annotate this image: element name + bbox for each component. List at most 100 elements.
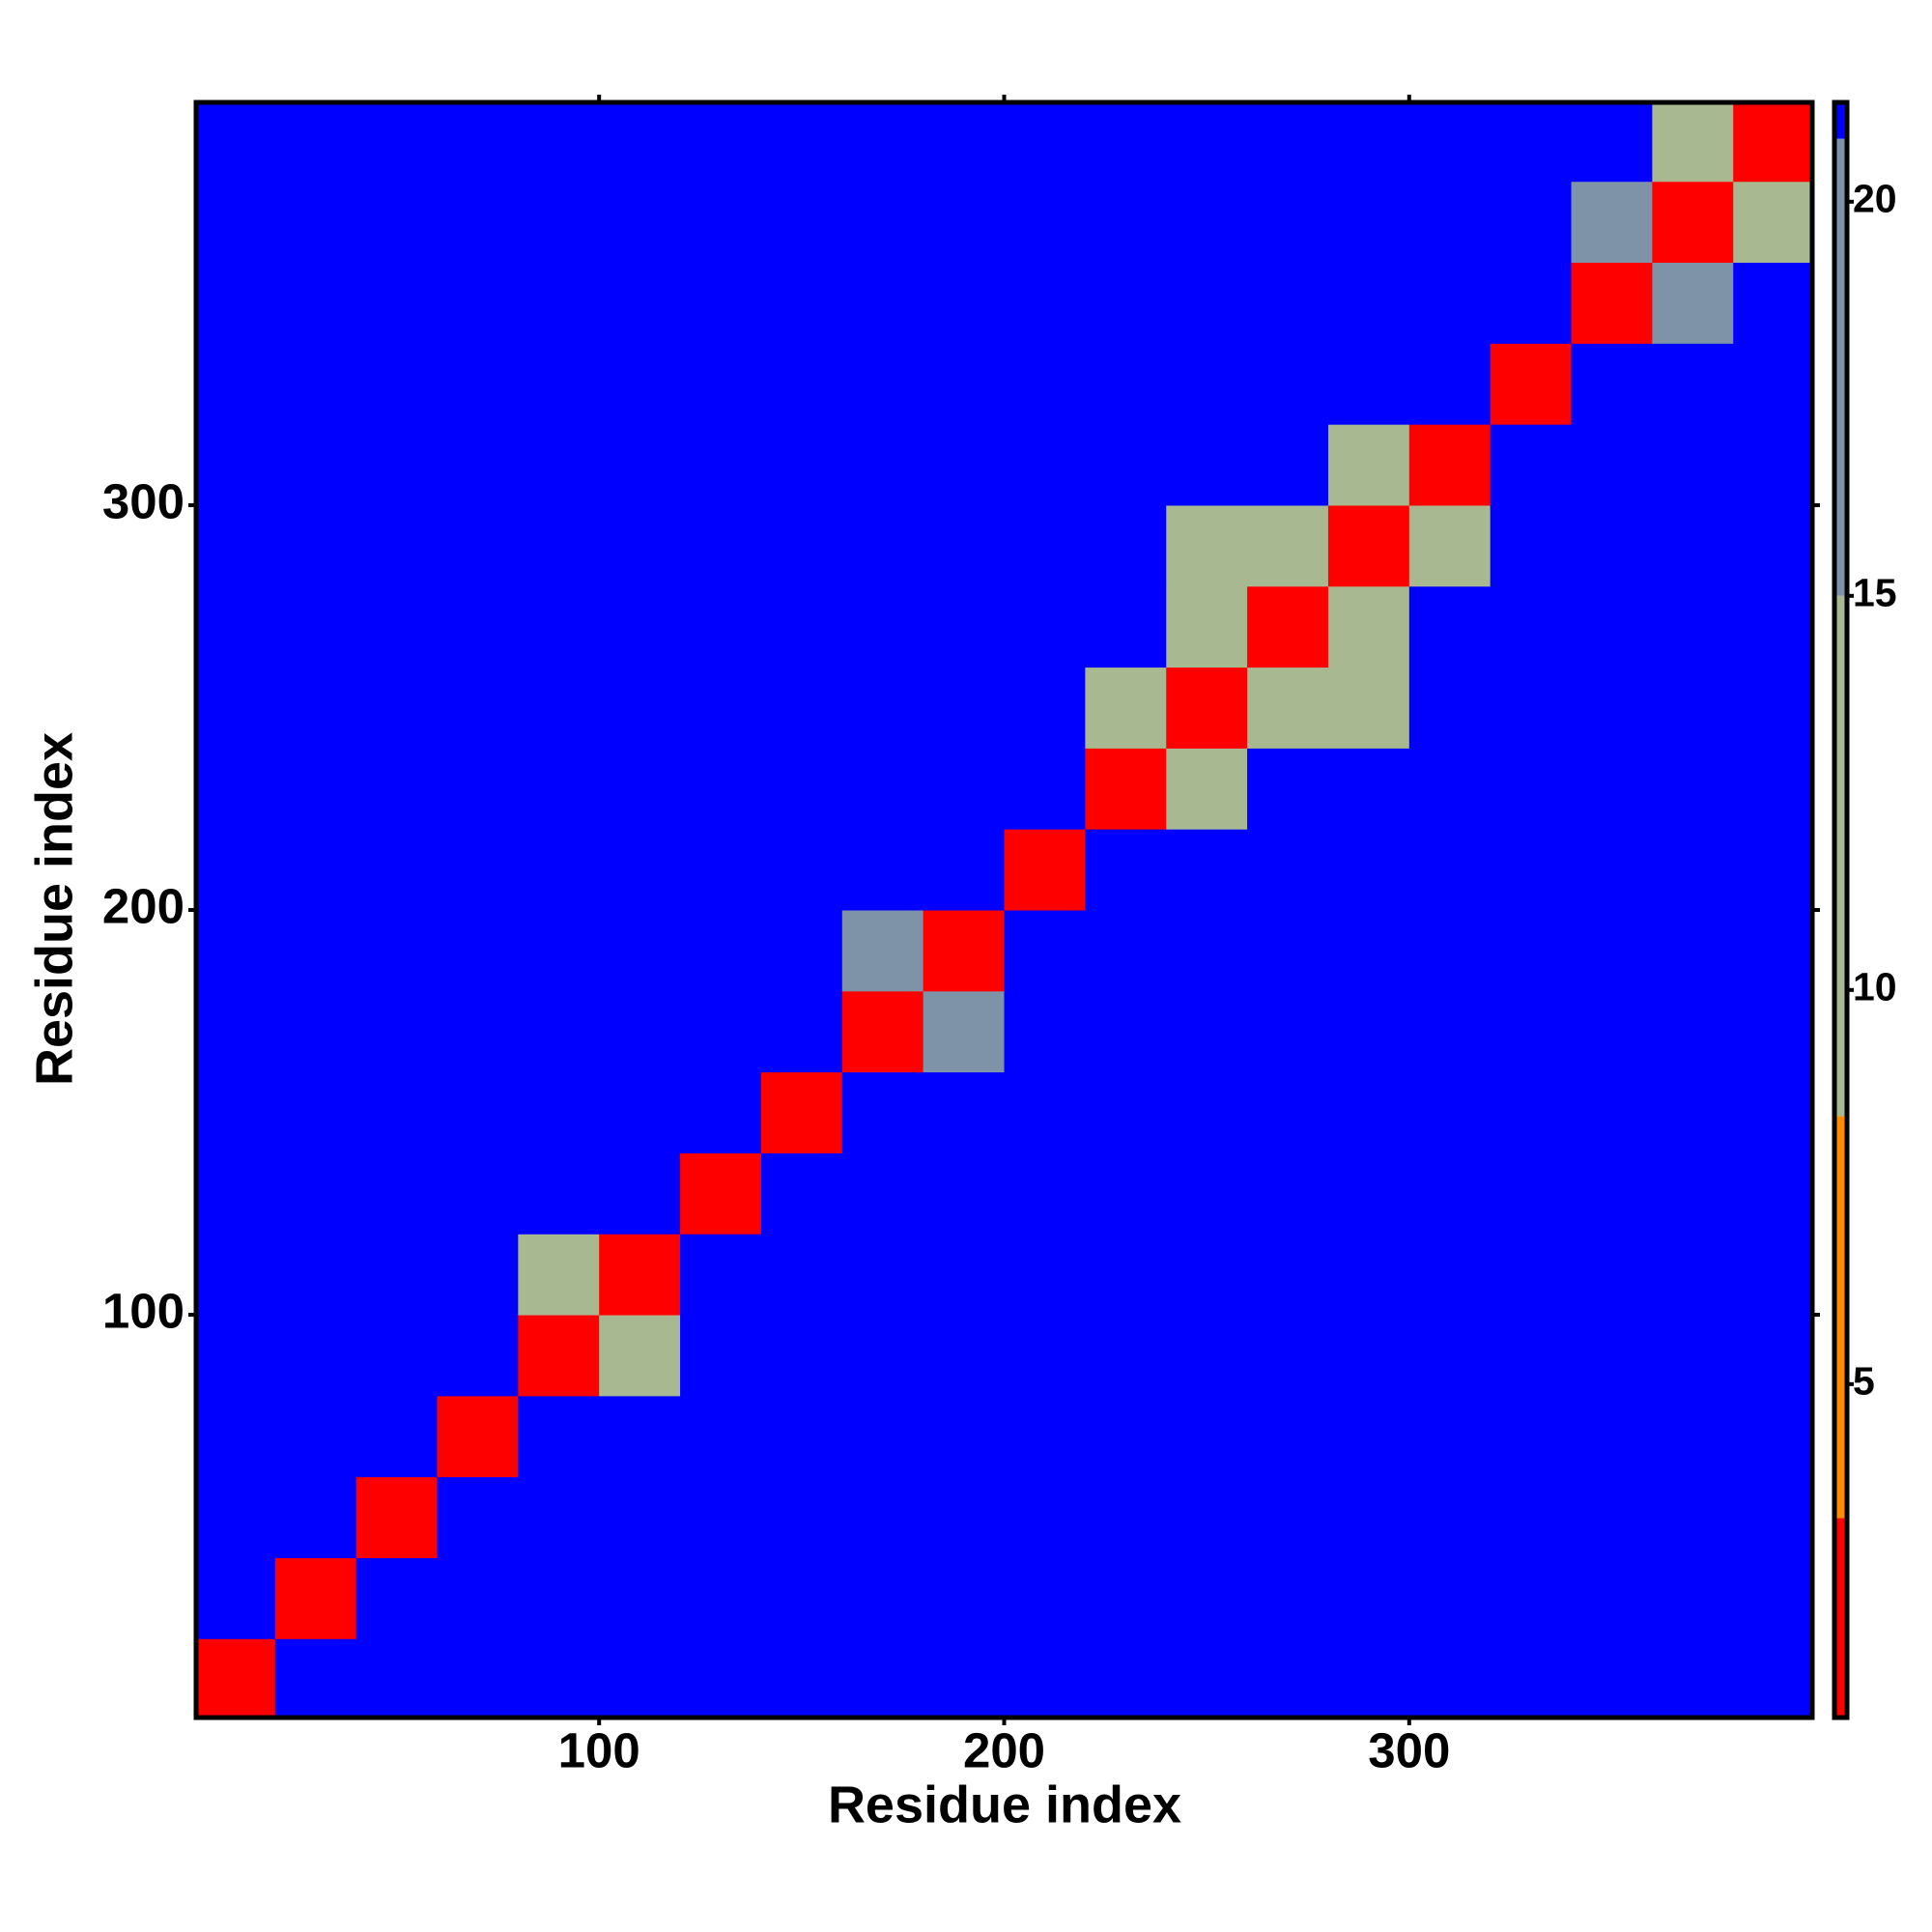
cell bbox=[923, 585, 1005, 668]
cell bbox=[1652, 585, 1734, 668]
cell bbox=[923, 1395, 1005, 1478]
cell bbox=[1247, 1476, 1329, 1558]
cell bbox=[1247, 1071, 1329, 1153]
cell bbox=[923, 1152, 1005, 1235]
cell bbox=[1085, 585, 1167, 668]
cell bbox=[1490, 102, 1573, 183]
cell bbox=[1166, 1395, 1248, 1478]
cell bbox=[1408, 1071, 1492, 1153]
cell bbox=[841, 667, 924, 749]
cell bbox=[196, 829, 276, 911]
y-tick-label: 300 bbox=[102, 473, 185, 528]
cell bbox=[923, 102, 1005, 183]
cell bbox=[196, 910, 276, 992]
cell bbox=[1085, 1234, 1167, 1316]
cell bbox=[841, 585, 924, 668]
cell bbox=[1490, 1071, 1573, 1153]
cell bbox=[1004, 262, 1086, 344]
cell bbox=[518, 1638, 600, 1718]
cell bbox=[1652, 1071, 1734, 1153]
cell bbox=[274, 343, 357, 425]
cell bbox=[1247, 424, 1329, 506]
cell bbox=[355, 102, 438, 183]
cell bbox=[355, 262, 438, 344]
cell bbox=[680, 424, 762, 506]
cell bbox=[437, 102, 519, 183]
cell bbox=[1166, 504, 1248, 587]
cell bbox=[1004, 424, 1086, 506]
cell bbox=[355, 1152, 438, 1235]
cell bbox=[1247, 1152, 1329, 1235]
cell bbox=[680, 829, 762, 911]
cell bbox=[1652, 1152, 1734, 1235]
cell bbox=[1408, 829, 1492, 911]
cell bbox=[680, 262, 762, 344]
colorbar-band bbox=[1834, 138, 1847, 596]
cell bbox=[841, 1234, 924, 1316]
cell bbox=[1166, 181, 1248, 264]
cell bbox=[599, 1638, 681, 1718]
cell bbox=[518, 262, 600, 344]
cell bbox=[841, 424, 924, 506]
cell bbox=[1085, 1638, 1167, 1718]
cell bbox=[1652, 1557, 1734, 1639]
cell bbox=[518, 181, 600, 264]
cell bbox=[923, 1638, 1005, 1718]
cell bbox=[1408, 424, 1492, 506]
cell bbox=[1166, 990, 1248, 1073]
cell bbox=[1571, 910, 1653, 992]
cell bbox=[680, 1071, 762, 1153]
cell bbox=[1166, 585, 1248, 668]
cell bbox=[274, 181, 357, 264]
cell bbox=[1085, 1315, 1167, 1397]
cell bbox=[1408, 1152, 1492, 1235]
cell bbox=[1733, 1071, 1812, 1153]
cell bbox=[1408, 181, 1492, 264]
cell bbox=[1085, 748, 1167, 830]
cell bbox=[680, 667, 762, 749]
cell bbox=[1327, 181, 1410, 264]
cell bbox=[1571, 748, 1653, 830]
cell bbox=[1733, 1152, 1812, 1235]
cell bbox=[923, 181, 1005, 264]
cell bbox=[1166, 262, 1248, 344]
cell bbox=[1490, 1234, 1573, 1316]
cell bbox=[680, 910, 762, 992]
cell bbox=[1004, 1638, 1086, 1718]
colorbar-band bbox=[1834, 102, 1847, 139]
cell bbox=[1247, 102, 1329, 183]
cell bbox=[274, 1395, 357, 1478]
cell bbox=[1733, 1476, 1812, 1558]
cell bbox=[437, 181, 519, 264]
cell bbox=[1733, 910, 1812, 992]
y-tick-label: 200 bbox=[102, 878, 185, 933]
cell bbox=[1733, 585, 1812, 668]
cell bbox=[437, 1557, 519, 1639]
cell bbox=[437, 585, 519, 668]
cell bbox=[1652, 748, 1734, 830]
cell bbox=[599, 1071, 681, 1153]
cell bbox=[1571, 1071, 1653, 1153]
cell bbox=[1004, 585, 1086, 668]
cell bbox=[1408, 748, 1492, 830]
colorbar-tick-label: 20 bbox=[1853, 177, 1897, 221]
cell bbox=[274, 1315, 357, 1397]
cell bbox=[923, 1557, 1005, 1639]
cell bbox=[1085, 829, 1167, 911]
cell bbox=[1085, 504, 1167, 587]
cell bbox=[274, 585, 357, 668]
cell bbox=[760, 585, 843, 668]
cell bbox=[1571, 504, 1653, 587]
cell bbox=[599, 910, 681, 992]
cell bbox=[760, 102, 843, 183]
cell bbox=[599, 1476, 681, 1558]
cell bbox=[1085, 1152, 1167, 1235]
cell bbox=[437, 424, 519, 506]
cell bbox=[355, 585, 438, 668]
cell bbox=[1408, 1315, 1492, 1397]
cell bbox=[1733, 424, 1812, 506]
y-tick-label: 100 bbox=[102, 1284, 185, 1339]
cell bbox=[196, 504, 276, 587]
cell bbox=[1085, 990, 1167, 1073]
cell bbox=[599, 424, 681, 506]
